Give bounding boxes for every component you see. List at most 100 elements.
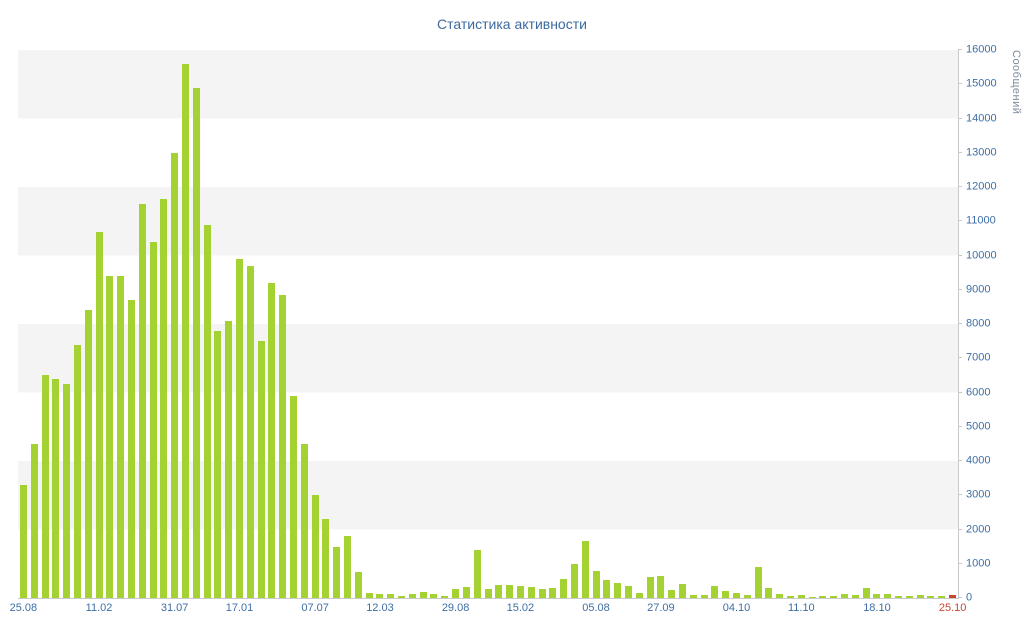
- bar[interactable]: [398, 596, 406, 598]
- bar[interactable]: [430, 594, 438, 598]
- bar[interactable]: [916, 595, 924, 598]
- x-tick-label: 17.01: [225, 602, 254, 614]
- bar[interactable]: [268, 283, 276, 598]
- bar[interactable]: [106, 276, 114, 598]
- bar[interactable]: [171, 153, 179, 598]
- y-tick-label: 0: [966, 591, 973, 604]
- bar[interactable]: [203, 225, 211, 598]
- bar[interactable]: [895, 596, 903, 598]
- bar[interactable]: [689, 595, 697, 598]
- bar[interactable]: [722, 591, 730, 598]
- bar[interactable]: [743, 595, 751, 598]
- bar[interactable]: [95, 232, 103, 598]
- bar[interactable]: [354, 572, 362, 598]
- bar[interactable]: [614, 583, 622, 598]
- bar[interactable]: [484, 589, 492, 598]
- bar[interactable]: [333, 547, 341, 598]
- bar[interactable]: [678, 584, 686, 598]
- y-tick-mark: [958, 425, 962, 427]
- y-tick-mark: [958, 186, 962, 187]
- bar[interactable]: [776, 594, 784, 598]
- bar[interactable]: [235, 259, 243, 598]
- bar[interactable]: [797, 595, 805, 598]
- bar[interactable]: [117, 276, 125, 598]
- bar[interactable]: [592, 571, 600, 598]
- bar[interactable]: [30, 444, 38, 598]
- bar[interactable]: [516, 586, 524, 598]
- bar[interactable]: [830, 596, 838, 598]
- bar[interactable]: [192, 88, 200, 598]
- y-tick-mark: [958, 254, 962, 256]
- bar[interactable]: [603, 580, 611, 598]
- bar[interactable]: [624, 586, 632, 598]
- bar[interactable]: [452, 589, 460, 598]
- bar[interactable]: [279, 295, 287, 598]
- bar[interactable]: [700, 595, 708, 598]
- y-tick-label: 16000: [966, 43, 997, 56]
- bar[interactable]: [149, 242, 157, 598]
- bar[interactable]: [949, 595, 957, 598]
- bar[interactable]: [862, 588, 870, 598]
- bar[interactable]: [365, 593, 373, 598]
- bar[interactable]: [754, 567, 762, 598]
- y-tick-mark: [958, 562, 962, 564]
- bar[interactable]: [462, 587, 470, 598]
- bar[interactable]: [938, 596, 946, 598]
- bar[interactable]: [257, 341, 265, 598]
- bar[interactable]: [808, 597, 816, 598]
- bar[interactable]: [322, 519, 330, 598]
- bar[interactable]: [408, 594, 416, 598]
- bar[interactable]: [84, 310, 92, 598]
- bar[interactable]: [52, 379, 60, 598]
- bar[interactable]: [225, 321, 233, 598]
- bar[interactable]: [41, 375, 49, 598]
- bar[interactable]: [344, 536, 352, 598]
- bar[interactable]: [138, 204, 146, 598]
- bar[interactable]: [19, 485, 27, 598]
- bar[interactable]: [884, 594, 892, 598]
- bar[interactable]: [376, 594, 384, 598]
- bar[interactable]: [246, 266, 254, 598]
- bar[interactable]: [581, 541, 589, 598]
- bar[interactable]: [419, 592, 427, 598]
- bar[interactable]: [387, 594, 395, 598]
- x-tick-label: 12.03: [366, 602, 394, 614]
- bar[interactable]: [733, 593, 740, 598]
- bar[interactable]: [538, 589, 546, 598]
- bar[interactable]: [300, 444, 308, 598]
- bar[interactable]: [527, 587, 535, 598]
- bar[interactable]: [927, 596, 935, 598]
- y-tick-label: 7000: [966, 351, 991, 364]
- bar[interactable]: [549, 588, 557, 598]
- bar[interactable]: [181, 64, 189, 598]
- bar[interactable]: [873, 594, 881, 598]
- bar[interactable]: [570, 564, 578, 598]
- bar[interactable]: [560, 579, 568, 598]
- x-tick-label: 11.02: [85, 602, 113, 614]
- bar[interactable]: [657, 576, 665, 598]
- bar[interactable]: [127, 300, 135, 598]
- bar[interactable]: [495, 585, 503, 598]
- bar[interactable]: [311, 495, 319, 598]
- bar[interactable]: [506, 585, 514, 598]
- bar[interactable]: [635, 593, 643, 598]
- bar[interactable]: [711, 586, 719, 598]
- y-tick-mark: [958, 220, 962, 222]
- bar[interactable]: [841, 594, 849, 598]
- bar[interactable]: [851, 595, 859, 598]
- bar[interactable]: [787, 596, 795, 598]
- bar[interactable]: [765, 588, 773, 598]
- x-tick-label: 05.08: [582, 602, 610, 614]
- bar[interactable]: [73, 345, 81, 598]
- bar[interactable]: [668, 590, 676, 598]
- bar[interactable]: [473, 550, 481, 598]
- x-tick-label: 31.07: [160, 602, 189, 614]
- bar[interactable]: [160, 199, 168, 598]
- bar[interactable]: [290, 396, 298, 598]
- bar[interactable]: [441, 596, 449, 598]
- bar[interactable]: [905, 596, 913, 598]
- bar[interactable]: [63, 384, 71, 598]
- bar[interactable]: [819, 596, 827, 598]
- bar[interactable]: [646, 577, 654, 598]
- bar[interactable]: [214, 331, 222, 598]
